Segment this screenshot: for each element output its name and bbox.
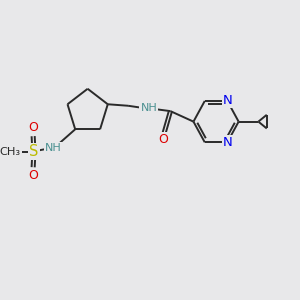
- Text: N: N: [223, 94, 233, 107]
- Text: NH: NH: [141, 103, 158, 112]
- Text: O: O: [28, 121, 38, 134]
- Text: O: O: [158, 133, 168, 146]
- Text: CH₃: CH₃: [0, 147, 21, 157]
- Text: N: N: [223, 136, 233, 149]
- Text: O: O: [28, 169, 38, 182]
- Text: NH: NH: [45, 143, 61, 153]
- Text: S: S: [29, 144, 38, 159]
